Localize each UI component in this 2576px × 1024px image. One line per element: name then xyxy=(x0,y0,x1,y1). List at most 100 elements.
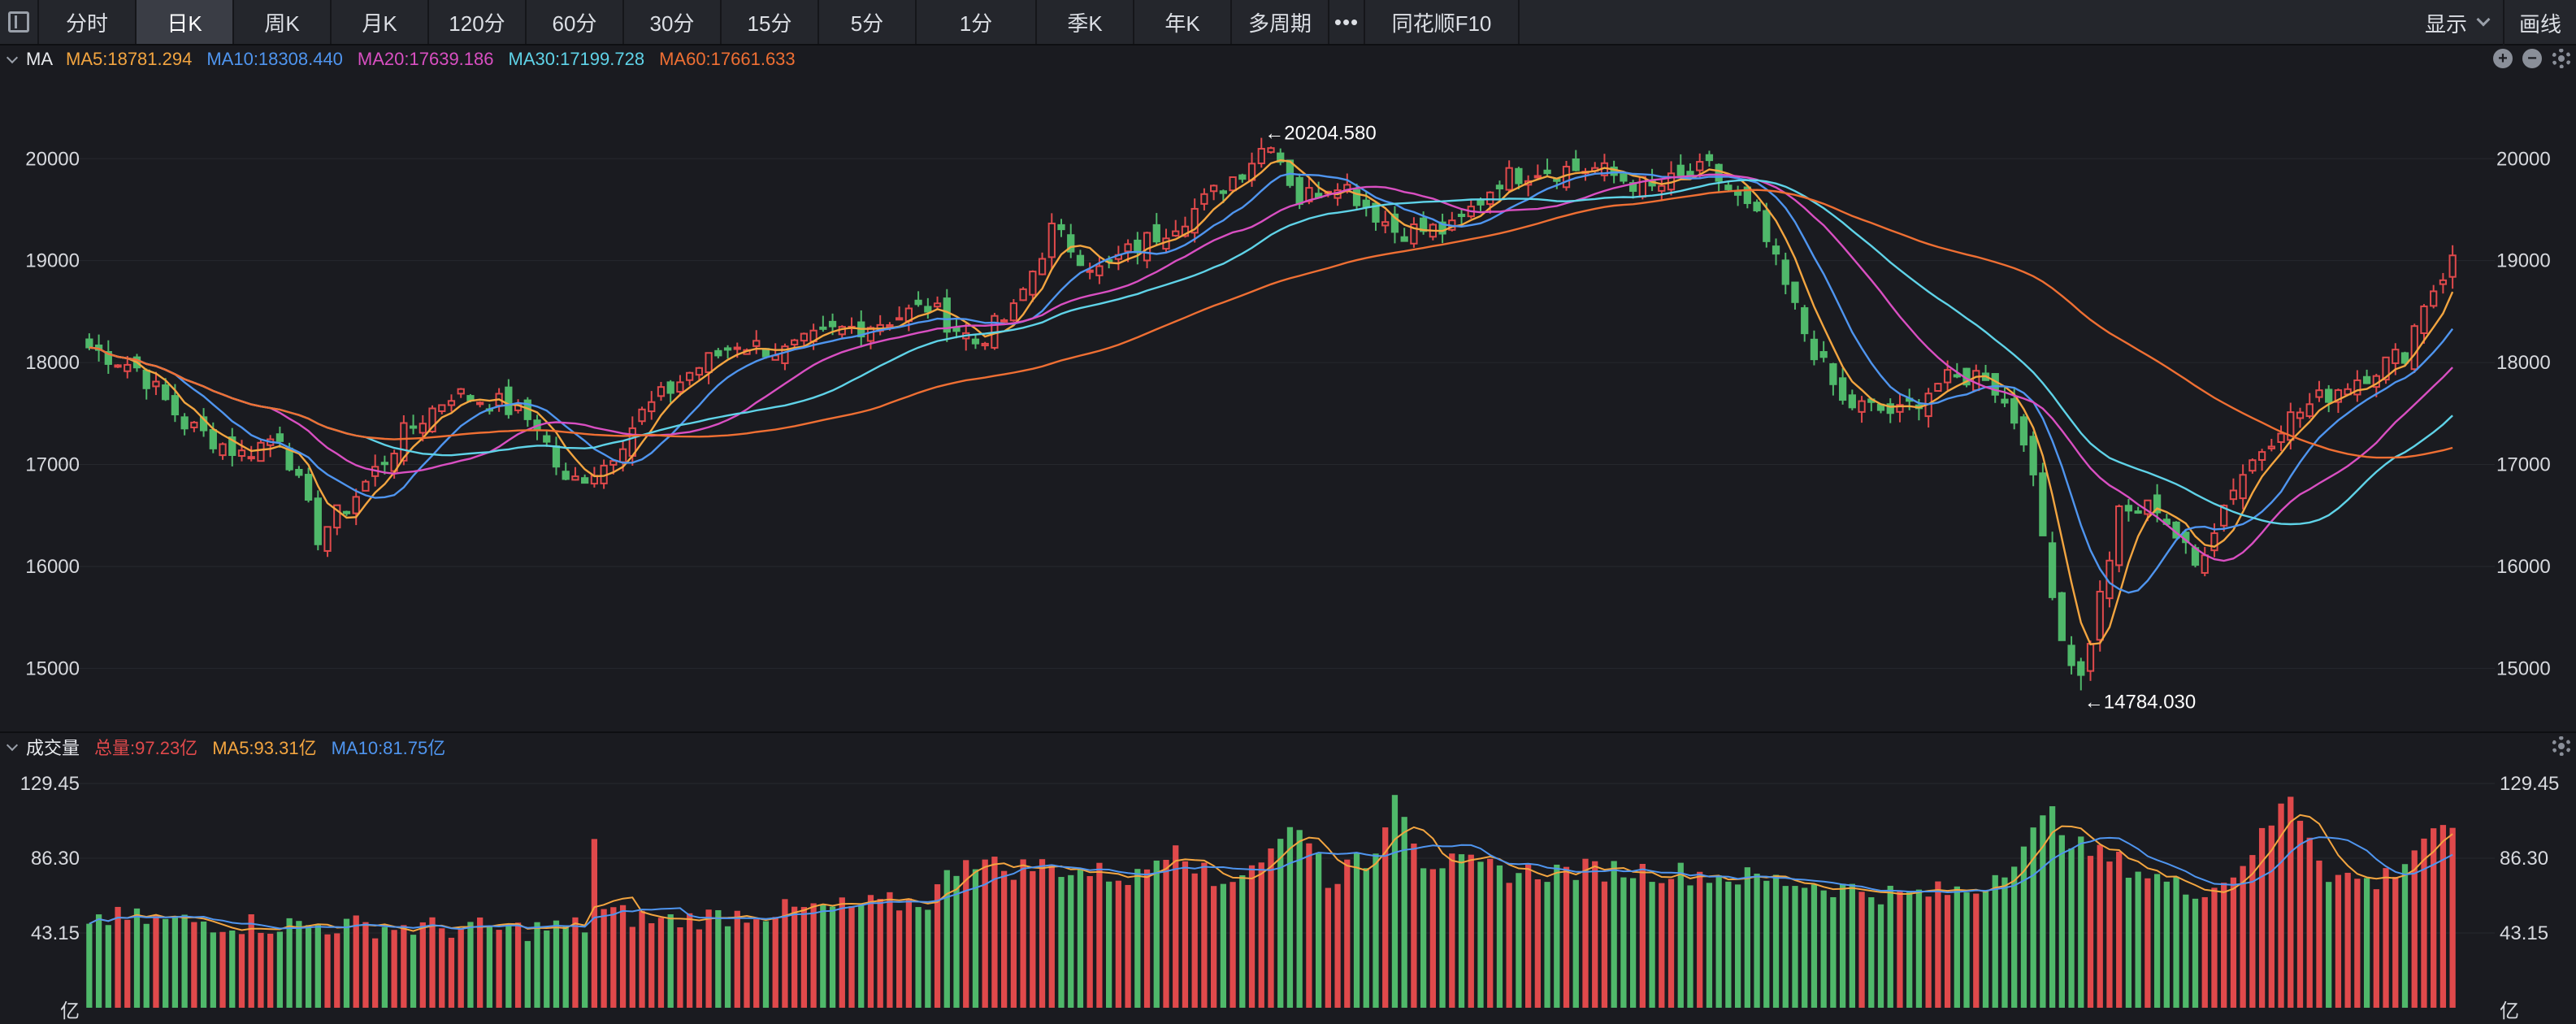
volume-bar xyxy=(1020,859,1026,1008)
collapse-chevron-icon[interactable] xyxy=(6,739,19,752)
tab-1min[interactable]: 1分 xyxy=(917,0,1037,44)
candle-up xyxy=(2086,643,2095,672)
tab-5min[interactable]: 5分 xyxy=(819,0,917,44)
volume-bar xyxy=(858,905,865,1008)
candle-down xyxy=(304,474,313,501)
volume-bar xyxy=(687,913,693,1008)
candle-up xyxy=(2229,489,2238,501)
ma20-value: MA20:17639.186 xyxy=(357,49,494,69)
volume-bar xyxy=(1496,865,1503,1008)
candle-down xyxy=(2010,398,2019,424)
candle-down xyxy=(2325,388,2333,403)
volume-bar xyxy=(2049,806,2056,1008)
candle-up xyxy=(2382,356,2390,381)
tab-weekly-k[interactable]: 周K xyxy=(234,0,332,44)
candle-down xyxy=(1076,254,1085,267)
candle-down xyxy=(943,297,951,333)
volume-bar xyxy=(1039,859,1046,1008)
candlestick-chart[interactable]: 20000 20000 19000 19000 18000 18000 17000 17000… xyxy=(0,73,2576,731)
candle-up xyxy=(428,407,436,432)
draw-line-button[interactable]: 画线 xyxy=(2518,11,2561,37)
candle-up xyxy=(2448,254,2457,278)
volume-axis-label-right: 亿 xyxy=(2500,1000,2519,1022)
tab-60min[interactable]: 60分 xyxy=(527,0,624,44)
zoom-out-icon[interactable]: − xyxy=(2522,49,2542,68)
volume-bar xyxy=(372,938,379,1008)
ma20-line xyxy=(89,173,2453,562)
volume-bar xyxy=(925,909,931,1008)
candle-up xyxy=(1896,404,1904,413)
gear-icon[interactable] xyxy=(2552,49,2571,68)
volume-bar xyxy=(458,929,464,1008)
candle-down xyxy=(2019,416,2028,446)
candle-up xyxy=(618,448,627,463)
candle-down xyxy=(1772,245,1780,255)
volume-bar xyxy=(753,919,760,1008)
volume-bar xyxy=(1782,886,1789,1008)
volume-chart[interactable]: 129.45 129.45 86.30 86.30 43.15 43.15 亿 亿 xyxy=(0,761,2576,1024)
volume-panel-controls xyxy=(2552,736,2571,756)
zoom-in-icon[interactable]: + xyxy=(2493,49,2513,68)
volume-bar xyxy=(2306,837,2313,1008)
volume-bar xyxy=(1163,860,1169,1008)
display-menu-button[interactable]: 显示 xyxy=(2410,0,2503,46)
f10-button[interactable]: 同花顺F10 xyxy=(1365,0,1520,44)
volume-bar xyxy=(2439,825,2447,1008)
volume-bar xyxy=(486,926,493,1008)
price-axis-label-left: 19000 xyxy=(25,250,80,272)
volume-bar xyxy=(324,934,331,1008)
volume-bar xyxy=(124,919,131,1008)
candle-down xyxy=(1819,351,1828,358)
display-label: 显示 xyxy=(2424,11,2467,37)
price-panel-controls: + − xyxy=(2493,49,2571,68)
candle-down xyxy=(924,306,932,313)
volume-bar xyxy=(133,908,141,1008)
volume-bar xyxy=(1820,890,1827,1008)
collapse-chevron-icon[interactable] xyxy=(6,51,19,64)
volume-bar xyxy=(1220,883,1227,1008)
candle-up xyxy=(886,324,894,328)
candle-up xyxy=(1267,147,1275,154)
tab-yearly-k[interactable]: 年K xyxy=(1134,0,1232,44)
volume-bar xyxy=(1734,884,1741,1008)
ma5-line xyxy=(89,158,2454,646)
candle-down xyxy=(1553,178,1561,182)
toolbar-right: 显示 画线 xyxy=(2410,0,2576,46)
candle-up xyxy=(933,302,942,308)
tab-15min[interactable]: 15分 xyxy=(722,0,819,44)
tab-monthly-k[interactable]: 月K xyxy=(332,0,429,44)
volume-bar xyxy=(1458,854,1465,1008)
volume-bar xyxy=(248,914,254,1008)
volume-bar xyxy=(1106,881,1112,1008)
tab-120min[interactable]: 120分 xyxy=(429,0,527,44)
sidebar-toggle-icon[interactable] xyxy=(0,0,39,44)
candle-up xyxy=(791,339,799,345)
volume-bar xyxy=(1772,874,1780,1008)
volume-bar xyxy=(1182,861,1189,1008)
volume-bar xyxy=(544,930,550,1008)
volume-bar xyxy=(534,922,540,1008)
volume-bar xyxy=(1229,882,1236,1008)
panel-divider[interactable] xyxy=(0,731,2576,733)
volume-bar xyxy=(1802,887,1808,1008)
volume-bar xyxy=(2373,889,2379,1008)
volume-bar xyxy=(1401,817,1407,1008)
tab-multi-period[interactable]: 多周期 xyxy=(1232,0,1329,44)
tab-daily-k[interactable]: 日K xyxy=(137,0,234,44)
candle-down xyxy=(1848,394,1856,409)
volume-bar xyxy=(724,926,731,1008)
volume-bar xyxy=(181,914,188,1008)
candle-up xyxy=(1124,243,1132,253)
volume-bar xyxy=(1649,882,1655,1008)
volume-bar xyxy=(1477,861,1484,1008)
tab-intraday[interactable]: 分时 xyxy=(39,0,137,44)
volume-bar xyxy=(667,914,674,1008)
tab-quarterly-k[interactable]: 季K xyxy=(1037,0,1134,44)
volume-bar xyxy=(115,906,121,1008)
tab-30min[interactable]: 30分 xyxy=(624,0,722,44)
gear-icon[interactable] xyxy=(2552,736,2571,756)
volume-bar xyxy=(2363,878,2370,1008)
more-periods-button[interactable]: ••• xyxy=(1329,0,1365,44)
volume-bar xyxy=(1086,876,1093,1008)
volume-bar xyxy=(1134,869,1141,1008)
